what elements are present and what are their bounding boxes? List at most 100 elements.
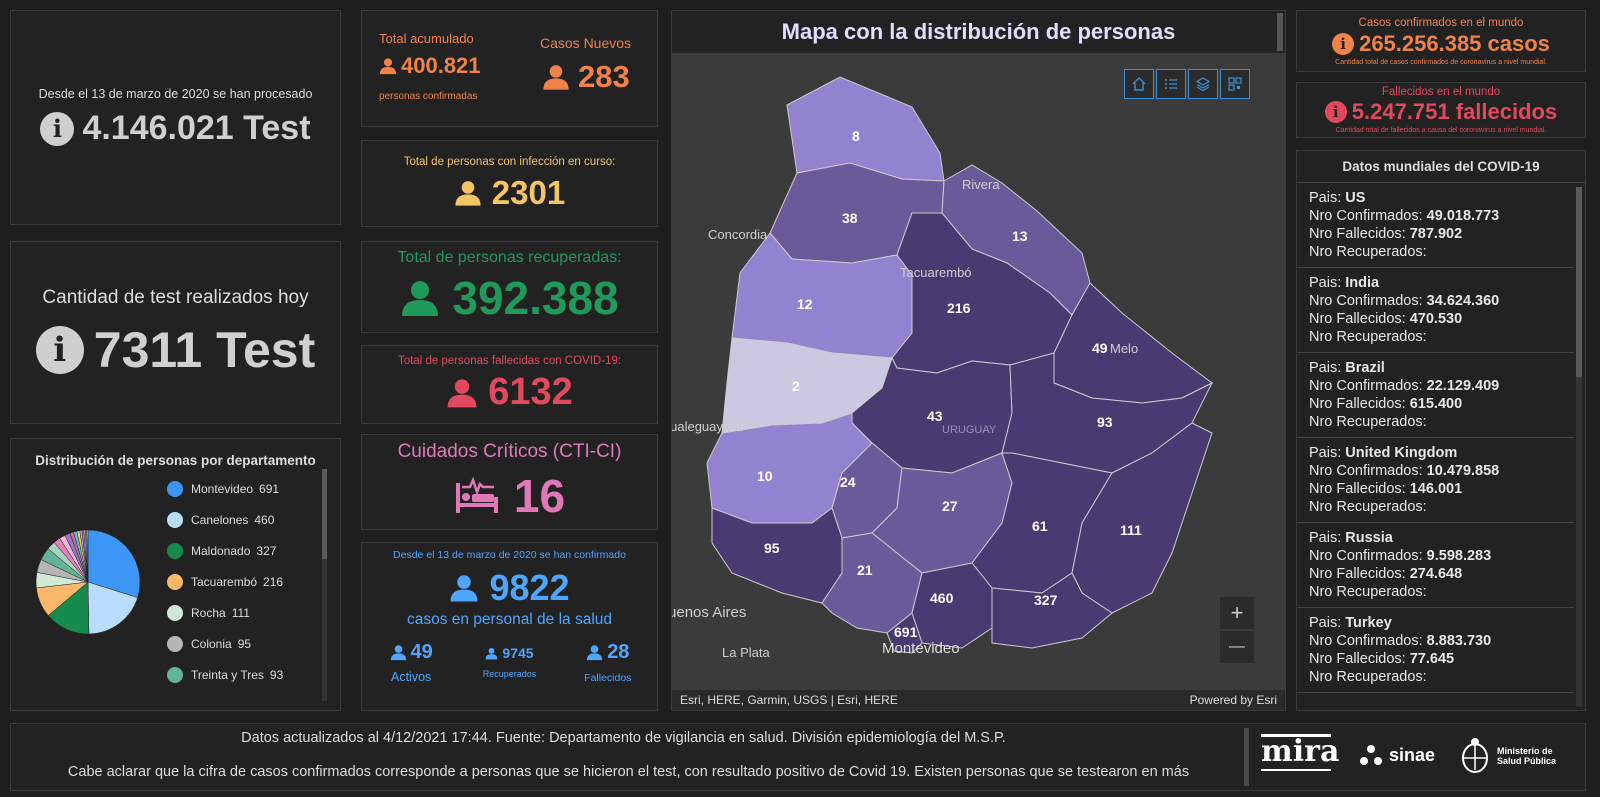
uruguay-map[interactable]: 8 38 13 12 216 49 2 43 93 10 24 27 61 11… — [672, 53, 1286, 711]
dept-label-colonia: 95 — [764, 540, 780, 556]
dept-montevideo[interactable] — [886, 612, 923, 654]
country-deaths-line: Nro Fallecidos: 615.400 — [1309, 395, 1562, 413]
country-entry[interactable]: Pais: US Nro Confirmados: 49.018.773 Nro F… — [1297, 183, 1574, 268]
world-deaths-card: Fallecidos en el mundo i 5.247.751 falle… — [1296, 82, 1586, 138]
pie-slice[interactable] — [87, 581, 138, 635]
new-cases-value: 283 — [578, 59, 630, 94]
legend-scrollbar-thumb[interactable] — [322, 469, 327, 559]
home-button[interactable] — [1124, 69, 1154, 99]
layers-button[interactable] — [1188, 69, 1218, 99]
legend-item[interactable]: Canelones 460 — [167, 504, 317, 535]
country-name-line: Pais: India — [1309, 274, 1562, 292]
accumulated-card: Total acumulado 400.821 personas confirm… — [361, 10, 658, 127]
map-card[interactable]: Mapa con la distribución de personas — [671, 10, 1286, 711]
legend-item[interactable]: Maldonado 327 — [167, 535, 317, 566]
country-confirmed-label: Nro Confirmados: — [1309, 463, 1423, 479]
dept-label-san-jose: 21 — [857, 562, 873, 578]
world-data-card: Datos mundiales del COVID-19 Pais: US Nro… — [1296, 150, 1586, 711]
world-deaths-label: Fallecidos en el mundo — [1381, 86, 1501, 98]
dept-label-cerro-largo: 49 — [1092, 340, 1108, 356]
country-name-label: Pais: — [1309, 360, 1342, 376]
map-attribution-bar: Esri, HERE, Garmin, USGS | Esri, HERE Po… — [672, 690, 1285, 710]
country-name: US — [1345, 190, 1366, 206]
health-deceased: 28 Fallecidos — [563, 641, 653, 684]
footer: Datos actualizados al 4/12/2021 17:44. F… — [10, 723, 1586, 791]
zoom-out-button[interactable]: — — [1220, 631, 1254, 663]
country-confirmed-line: Nro Confirmados: 49.018.773 — [1309, 207, 1562, 225]
country-confirmed-line: Nro Confirmados: 22.129.409 — [1309, 377, 1562, 395]
map-scrollbar[interactable] — [1277, 13, 1283, 51]
zoom-in-button[interactable]: + — [1220, 597, 1254, 629]
city-concordia: Concordia — [708, 227, 768, 242]
country-entry[interactable]: Pais: Russia Nro Confirmados: 9.598.283 Nr… — [1297, 523, 1574, 608]
legend-swatch — [167, 666, 183, 683]
person-icon — [390, 645, 406, 661]
country-confirmed: 10.479.858 — [1426, 463, 1500, 479]
country-name-label: Pais: — [1309, 445, 1342, 461]
city-la-plata: La Plata — [722, 645, 770, 660]
health-deceased-label: Fallecidos — [584, 672, 632, 684]
dept-label-florida: 27 — [942, 498, 958, 514]
footer-line1: Datos actualizados al 4/12/2021 17:44. F… — [241, 730, 1006, 746]
legend-value: 691 — [259, 481, 280, 496]
person-icon — [543, 65, 569, 90]
country-entry[interactable]: Pais: United Kingdom Nro Confirmados: 10.… — [1297, 438, 1574, 523]
today-card: Cantidad de test realizados hoy i 7311 T… — [10, 241, 341, 424]
legend-item[interactable]: Colonia 95 — [167, 628, 317, 659]
country-entry[interactable]: Pais: India Nro Confirmados: 34.624.360 Nr… — [1297, 268, 1574, 353]
country-name-label: Pais: — [1309, 275, 1342, 291]
dept-label-paysandu: 12 — [797, 296, 813, 312]
country-entry[interactable]: Pais: Brazil Nro Confirmados: 22.129.409 N… — [1297, 353, 1574, 438]
dept-label-canelones: 460 — [930, 590, 954, 606]
dept-label-tacuarembo: 216 — [947, 300, 971, 316]
logo-ministerio: Ministerio de Salud Pública — [1459, 736, 1559, 776]
country-recovered-label: Nro Recuperados: — [1309, 414, 1427, 430]
country-entry[interactable]: Pais: Turkey Nro Confirmados: 8.883.730 Nr… — [1297, 608, 1574, 693]
legend-item[interactable]: Treinta y Tres 93 — [167, 659, 317, 690]
pie-slice[interactable] — [86, 529, 89, 583]
legend-button[interactable] — [1156, 69, 1186, 99]
country-list-scrollbar-thumb[interactable] — [1576, 187, 1582, 377]
logo-sinae: sinae — [1358, 742, 1435, 768]
country-confirmed-line: Nro Confirmados: 34.624.360 — [1309, 292, 1562, 310]
country-confirmed-label: Nro Confirmados: — [1309, 378, 1423, 394]
city-melo: Melo — [1110, 341, 1138, 356]
powered-by-esri[interactable]: Powered by Esri — [1189, 693, 1277, 707]
country-deaths-label: Nro Fallecidos: — [1309, 651, 1406, 667]
country-recovered-line: Nro Recuperados: — [1309, 583, 1562, 601]
health-active-value: 49 — [410, 641, 433, 663]
legend-name: Treinta y Tres — [191, 667, 264, 682]
accumulated-label: Total acumulado — [379, 31, 474, 46]
legend-item[interactable]: Rocha 111 — [167, 597, 317, 628]
legend-item[interactable]: Montevideo 691 — [167, 473, 317, 504]
health-value: 9822 — [489, 567, 570, 608]
legend-name: Tacuarembó — [191, 574, 258, 589]
pie-slice[interactable] — [87, 529, 141, 598]
country-recovered-line: Nro Recuperados: — [1309, 328, 1562, 346]
country-uruguay: URUGUAY — [942, 424, 997, 436]
country-name: Russia — [1345, 530, 1393, 546]
layers-icon — [1195, 77, 1211, 92]
health-recovered-value: 9745 — [502, 645, 534, 661]
dept-maldonado[interactable] — [991, 572, 1113, 649]
legend-name: Colonia — [191, 636, 232, 651]
country-recovered-label: Nro Recuperados: — [1309, 584, 1427, 600]
legend-item[interactable]: Tacuarembó 216 — [167, 566, 317, 597]
dept-rocha[interactable] — [1071, 422, 1213, 614]
footer-scrollbar[interactable] — [1244, 728, 1249, 786]
country-name: United Kingdom — [1345, 445, 1458, 461]
country-list-scrollbar[interactable] — [1576, 187, 1582, 707]
health-active: 49 Activos — [366, 641, 456, 684]
country-confirmed-line: Nro Confirmados: 9.598.283 — [1309, 547, 1562, 565]
country-name-label: Pais: — [1309, 190, 1342, 206]
dept-label-rocha: 111 — [1120, 522, 1142, 538]
world-confirmed-label: Casos confirmados en el mundo — [1358, 16, 1524, 29]
tests-caption: Desde el 13 de marzo de 2020 se han proc… — [38, 87, 313, 101]
legend-swatch — [167, 573, 183, 590]
qr-button[interactable] — [1220, 69, 1250, 99]
country-list[interactable]: Pais: US Nro Confirmados: 49.018.773 Nro F… — [1297, 183, 1574, 693]
country-recovered-label: Nro Recuperados: — [1309, 244, 1427, 260]
critical-care-card: Cuidados Críticos (CTI-CI) 16 — [361, 434, 658, 530]
person-icon — [587, 645, 603, 661]
legend-scrollbar[interactable] — [322, 469, 327, 701]
